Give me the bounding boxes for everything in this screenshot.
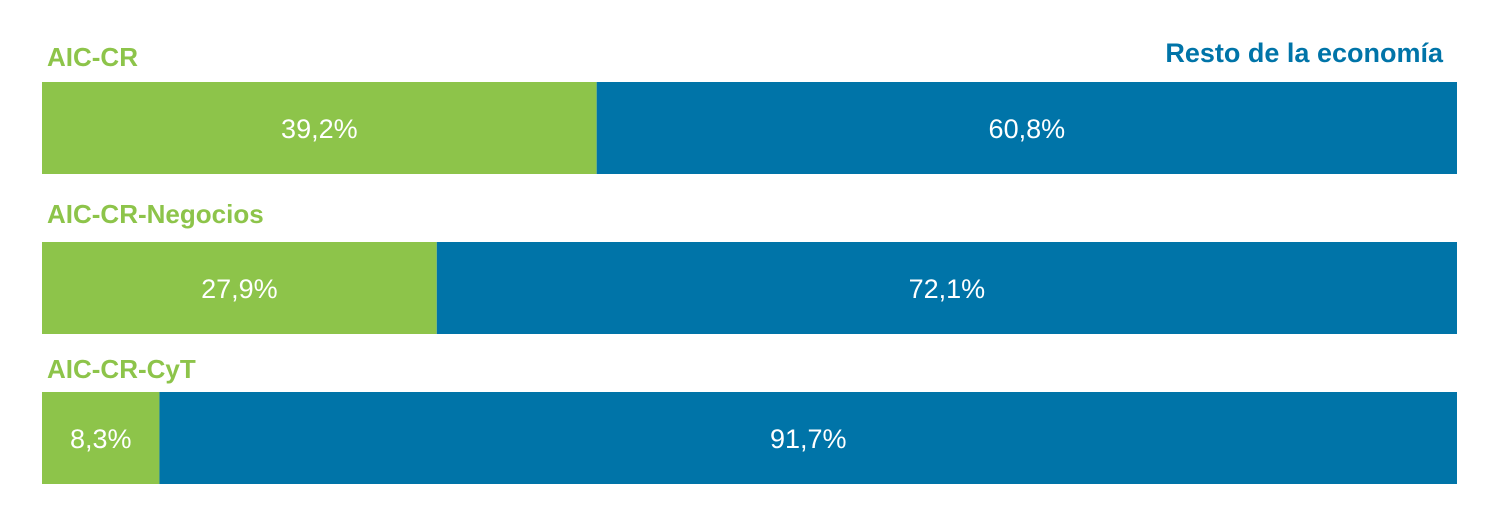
bar-segment-resto — [436, 242, 1457, 334]
data-label: 60,8% — [989, 114, 1066, 144]
data-label: 39,2% — [281, 114, 358, 144]
category-label: AIC-CR — [47, 42, 138, 72]
category-label: AIC-CR-CyT — [47, 354, 196, 384]
data-label: 91,7% — [770, 424, 847, 454]
data-label: 72,1% — [909, 274, 986, 304]
bar-segment-resto — [596, 82, 1457, 174]
bar-segment-resto — [159, 392, 1457, 484]
data-label: 8,3% — [70, 424, 132, 454]
data-label: 27,9% — [201, 274, 278, 304]
legend-label-resto: Resto de la economía — [1165, 38, 1444, 68]
bar-segment-aic — [42, 82, 597, 174]
bar-segment-aic — [42, 242, 437, 334]
category-label: AIC-CR-Negocios — [47, 199, 264, 229]
bar-segment-aic — [42, 392, 160, 484]
